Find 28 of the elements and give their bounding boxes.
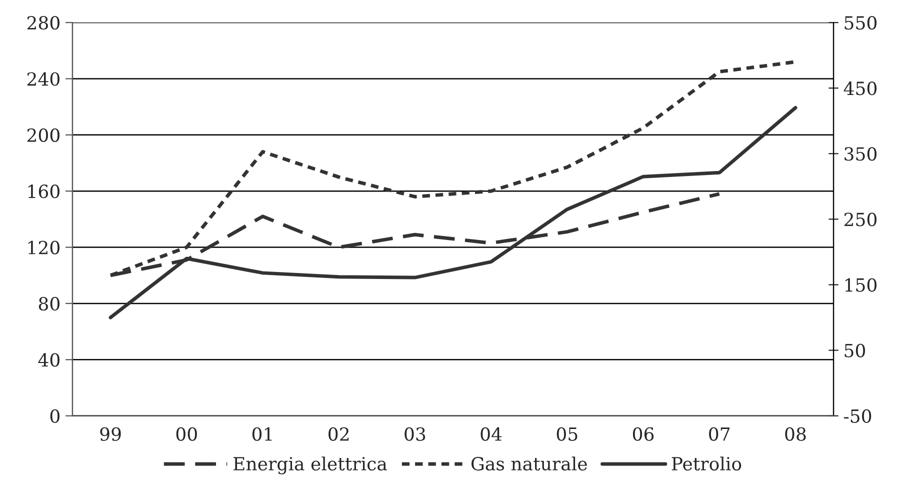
x-tick-label: 08 — [785, 427, 806, 441]
y-tick-label: 0 — [50, 409, 60, 423]
x-tick-label: 00 — [176, 427, 197, 441]
y2-tick-label: 50 — [844, 344, 866, 358]
y-tick-label: 280 — [27, 16, 60, 30]
y2-tick-label: 150 — [845, 278, 877, 292]
y-tick-label: 120 — [28, 240, 60, 254]
x-tick-label: 01 — [252, 427, 272, 441]
legend-label: Energia elettrica — [234, 456, 387, 474]
y2-tick-label: 350 — [844, 147, 877, 161]
x-tick-label: 07 — [709, 427, 730, 441]
y2-tick-label: -50 — [844, 409, 872, 423]
y2-tick-label: 450 — [844, 82, 877, 96]
y2-tick-label: 550 — [844, 16, 877, 30]
x-tick-label: 99 — [100, 427, 121, 441]
x-tick-label: 04 — [480, 427, 502, 441]
legend-label: Petrolio — [672, 456, 742, 471]
y-tick-label: 160 — [28, 184, 60, 198]
x-tick-label: 05 — [556, 427, 578, 441]
x-tick-label: 03 — [404, 427, 426, 441]
legend-label: Gas naturale — [472, 456, 587, 471]
y-tick-label: 80 — [38, 296, 60, 311]
x-tick-label: 06 — [632, 427, 654, 441]
y2-tick-label: 250 — [844, 212, 877, 226]
x-tick-label: 02 — [328, 427, 349, 441]
y-tick-label: 240 — [27, 72, 60, 86]
y-tick-label: 40 — [38, 353, 60, 367]
y-tick-label: 200 — [27, 128, 60, 142]
